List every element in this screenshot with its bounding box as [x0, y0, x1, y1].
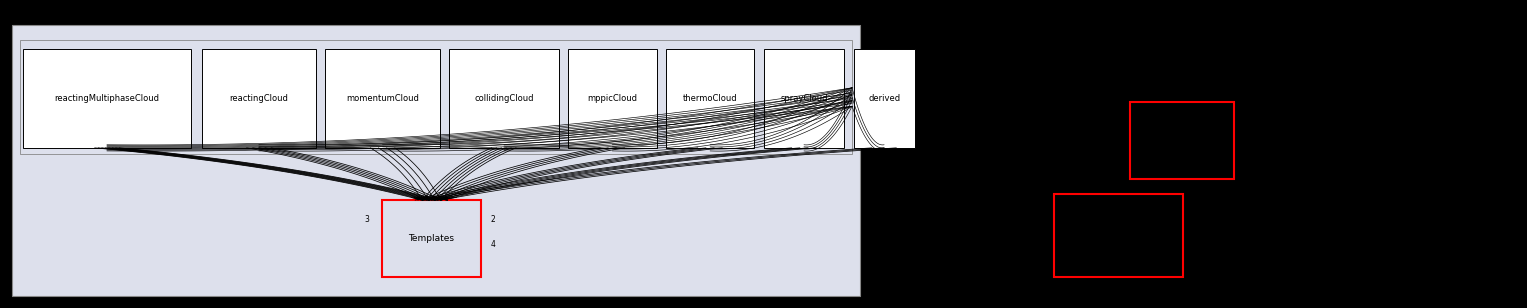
FancyBboxPatch shape	[12, 25, 860, 296]
FancyBboxPatch shape	[568, 49, 657, 148]
FancyBboxPatch shape	[23, 49, 191, 148]
FancyBboxPatch shape	[764, 49, 844, 148]
FancyBboxPatch shape	[202, 49, 316, 148]
Text: thermoCloud: thermoCloud	[683, 94, 738, 103]
FancyBboxPatch shape	[854, 49, 915, 148]
Text: mppicCloud: mppicCloud	[588, 94, 637, 103]
FancyBboxPatch shape	[449, 49, 559, 148]
Text: reactingMultiphaseCloud: reactingMultiphaseCloud	[55, 94, 159, 103]
FancyBboxPatch shape	[1130, 102, 1234, 179]
Text: momentumCloud: momentumCloud	[347, 94, 418, 103]
Text: sprayCloud: sprayCloud	[780, 94, 828, 103]
Text: Templates: Templates	[408, 234, 455, 243]
Text: 3: 3	[363, 215, 370, 224]
FancyBboxPatch shape	[666, 49, 754, 148]
Text: derived: derived	[867, 94, 901, 103]
Text: 2: 2	[490, 215, 496, 224]
Text: 4: 4	[490, 240, 496, 249]
FancyBboxPatch shape	[1054, 194, 1183, 277]
FancyBboxPatch shape	[382, 200, 481, 277]
FancyBboxPatch shape	[325, 49, 440, 148]
FancyBboxPatch shape	[20, 40, 852, 154]
Text: collidingCloud: collidingCloud	[475, 94, 533, 103]
Text: reactingCloud: reactingCloud	[229, 94, 289, 103]
Text: clouds: clouds	[417, 9, 454, 19]
